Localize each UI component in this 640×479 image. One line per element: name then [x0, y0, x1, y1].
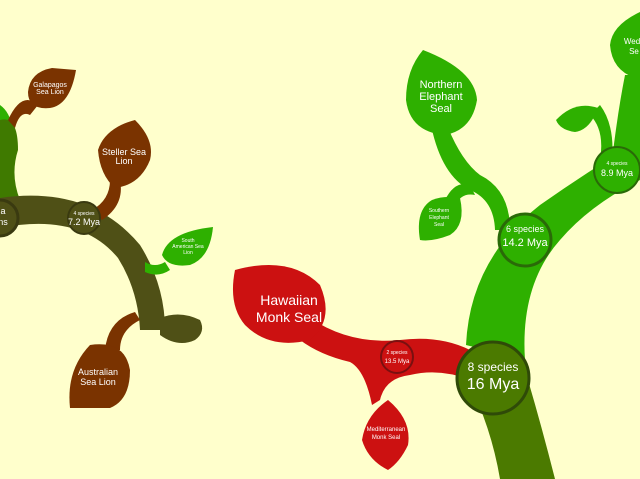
weddell-leaf: [610, 12, 640, 78]
node-monk: 2 species 13.5 Mya: [380, 340, 414, 374]
svg-text:Elephant: Elephant: [419, 91, 462, 103]
steller-stem: [92, 180, 121, 220]
svg-text:8 species: 8 species: [468, 360, 519, 374]
phocid-green-trunk: [466, 140, 640, 360]
node-left-partial: a ns: [0, 198, 20, 238]
node-sea-lions: 4 species 7.2 Mya: [67, 201, 101, 235]
svg-text:American Sea: American Sea: [172, 244, 204, 250]
svg-text:Sea Lion: Sea Lion: [36, 89, 64, 96]
dark-green-branch: [0, 119, 20, 205]
mediterranean-leaf: [362, 400, 409, 470]
leaf-label-weddell: Wed Se: [624, 37, 640, 56]
galapagos-stem: [8, 100, 38, 128]
south-american-leaf: [162, 227, 213, 266]
svg-text:Steller Sea: Steller Sea: [102, 147, 146, 157]
svg-text:Lion: Lion: [115, 156, 132, 166]
svg-text:Se: Se: [629, 47, 639, 56]
svg-text:a: a: [0, 206, 5, 216]
svg-text:Lion: Lion: [183, 250, 193, 256]
small-leaf: [556, 105, 598, 132]
svg-text:Monk Seal: Monk Seal: [372, 435, 400, 441]
node-lobodontini: 4 species 8.9 Mya: [593, 146, 640, 194]
svg-text:Hawaiian: Hawaiian: [260, 292, 318, 308]
leaf-label-northern-elephant: Northern Elephant Seal: [419, 79, 462, 115]
svg-text:South: South: [181, 238, 194, 244]
elephant-branch: [430, 120, 510, 230]
svg-text:16 Mya: 16 Mya: [467, 376, 520, 393]
svg-text:2 species: 2 species: [386, 350, 408, 356]
lobodontini-upper: [612, 75, 640, 160]
svg-text:Southern: Southern: [429, 208, 450, 214]
svg-text:Monk Seal: Monk Seal: [256, 309, 322, 325]
svg-text:Mediterranean: Mediterranean: [367, 427, 406, 433]
south-american-stem: [145, 262, 170, 275]
australian-stem: [105, 312, 140, 350]
svg-text:Galapagos: Galapagos: [33, 82, 67, 89]
svg-text:8.9 Mya: 8.9 Mya: [601, 168, 633, 178]
svg-text:Elephant: Elephant: [429, 215, 449, 221]
svg-text:14.2 Mya: 14.2 Mya: [502, 237, 548, 249]
svg-text:Australian: Australian: [78, 367, 118, 377]
galapagos-leaf: [28, 68, 76, 109]
svg-text:Wed: Wed: [624, 37, 640, 46]
leaf-label-australian: Australian Sea Lion: [78, 367, 118, 387]
australian-leaf: [69, 344, 130, 408]
leaf-label-hawaiian: Hawaiian Monk Seal: [256, 292, 322, 325]
leaf-label-south-american: South American Sea Lion: [172, 238, 204, 256]
svg-text:4 species: 4 species: [73, 211, 95, 217]
steller-leaf: [98, 120, 151, 188]
northern-elephant-leaf: [406, 50, 477, 135]
svg-text:4 species: 4 species: [606, 161, 628, 167]
leaf-label-galapagos: Galapagos Sea Lion: [33, 82, 67, 96]
hawaiian-leaf: [232, 265, 326, 343]
svg-text:Seal: Seal: [434, 222, 444, 228]
leaf-label-mediterranean: Mediterranean Monk Seal: [367, 427, 406, 441]
svg-text:Sea Lion: Sea Lion: [80, 377, 116, 387]
leaf-label-steller: Steller Sea Lion: [102, 147, 146, 166]
southern-elephant-leaf: [418, 196, 462, 241]
svg-text:Northern: Northern: [420, 79, 463, 91]
svg-text:6 species: 6 species: [506, 224, 545, 234]
svg-text:7.2 Mya: 7.2 Mya: [68, 217, 100, 227]
olive-leaf: [160, 314, 203, 344]
lobodontini-branch: [590, 105, 613, 160]
svg-text:ns: ns: [0, 217, 8, 227]
olive-arc: [0, 195, 165, 330]
node-phocidae: 8 species 16 Mya: [455, 340, 531, 416]
leaf-label-southern-elephant: Southern Elephant Seal: [429, 208, 450, 228]
svg-text:13.5 Mya: 13.5 Mya: [385, 359, 410, 365]
svg-text:Seal: Seal: [430, 103, 452, 115]
node-elephant: 6 species 14.2 Mya: [497, 212, 553, 268]
